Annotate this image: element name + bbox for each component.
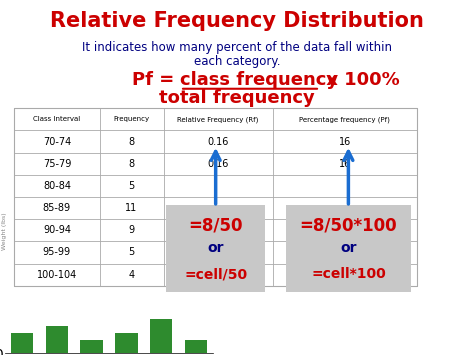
Text: each category.: each category. (194, 55, 280, 68)
Text: 70-74: 70-74 (43, 137, 71, 147)
Text: 4: 4 (128, 270, 135, 280)
Text: 8: 8 (128, 159, 135, 169)
Text: Frequency: Frequency (113, 116, 150, 122)
Text: Pf =: Pf = (132, 71, 180, 89)
Text: class frequency: class frequency (180, 71, 338, 89)
Text: It indicates how many percent of the data fall within: It indicates how many percent of the dat… (82, 41, 392, 54)
Text: 11: 11 (126, 203, 137, 213)
FancyBboxPatch shape (14, 108, 417, 286)
Text: 80-84: 80-84 (43, 181, 71, 191)
Text: 9: 9 (128, 225, 135, 235)
Text: 16: 16 (339, 137, 351, 147)
Text: Weight (lbs): Weight (lbs) (2, 212, 8, 250)
Text: =8/50: =8/50 (189, 217, 243, 234)
Bar (150, 319, 173, 353)
Text: 5: 5 (128, 247, 135, 257)
Text: =8/50*100: =8/50*100 (300, 217, 397, 234)
Text: Relative Frequency (Rf): Relative Frequency (Rf) (177, 116, 259, 122)
Text: 90-94: 90-94 (43, 225, 71, 235)
Bar (80, 340, 103, 353)
Bar (11, 333, 33, 353)
Text: Class Interval: Class Interval (33, 116, 81, 122)
Text: 0.16: 0.16 (207, 159, 229, 169)
Text: Relative Frequency Distribution: Relative Frequency Distribution (50, 11, 424, 31)
Bar (46, 326, 68, 353)
Text: 100-104: 100-104 (37, 270, 77, 280)
FancyBboxPatch shape (285, 205, 411, 292)
FancyBboxPatch shape (166, 205, 265, 292)
Text: 5: 5 (128, 181, 135, 191)
Text: 0.16: 0.16 (207, 137, 229, 147)
Bar (115, 333, 137, 353)
Text: or: or (208, 241, 224, 256)
Text: total frequency: total frequency (159, 89, 315, 106)
Text: x 100%: x 100% (320, 71, 400, 89)
Text: 16: 16 (339, 159, 351, 169)
Text: 8: 8 (128, 137, 135, 147)
Text: =cell*100: =cell*100 (311, 267, 386, 281)
Text: or: or (340, 241, 356, 256)
Text: 85-89: 85-89 (43, 203, 71, 213)
Text: 95-99: 95-99 (43, 247, 71, 257)
Text: 75-79: 75-79 (43, 159, 71, 169)
Text: Percentage frequency (Pf): Percentage frequency (Pf) (300, 116, 390, 122)
Text: =cell/50: =cell/50 (184, 267, 247, 281)
Bar (184, 340, 207, 353)
